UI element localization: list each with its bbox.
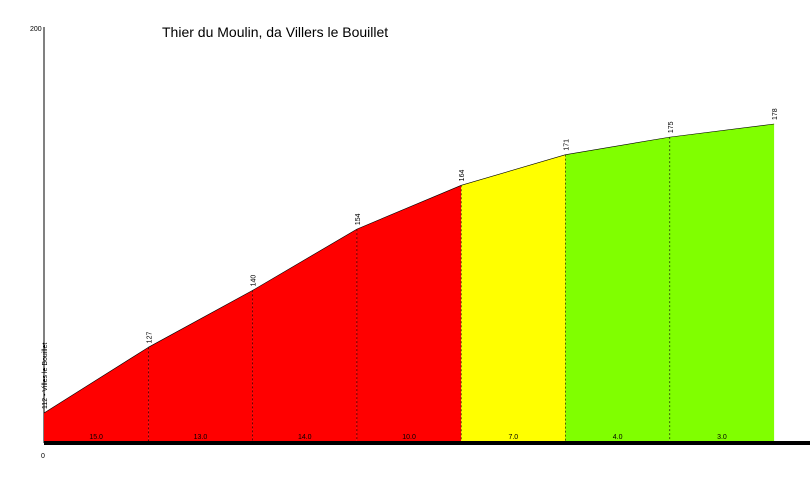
chart-title: Thier du Moulin, da Villers le Bouillet (162, 24, 388, 40)
elevation-label-6: 175 (668, 121, 675, 133)
grade-label-7: 3.0 (717, 434, 727, 441)
elevation-label-5: 171 (564, 139, 571, 151)
profile-line-1 (43, 347, 149, 414)
grade-label-3: 14.0 (298, 434, 312, 441)
elevation-label-7: 178 (772, 108, 779, 120)
grade-label-6: 4.0 (613, 434, 623, 441)
grade-label-1: 15.0 (89, 434, 103, 441)
segment-5 (461, 154, 566, 441)
y-tick-max: 200 (30, 26, 42, 33)
profile-line-6 (565, 136, 670, 155)
segment-2 (148, 290, 253, 441)
segments-group (43, 123, 775, 442)
start-label: 112 - Villes le Bouillet (42, 343, 49, 409)
elevation-label-3: 154 (355, 213, 362, 225)
y-tick-min: 0 (41, 453, 45, 460)
labels-group: 15.0 13.0 14.0 10.0 7.0 4.0 3.0 112 - Villes le… (42, 108, 779, 441)
elevation-label-2: 140 (251, 275, 258, 287)
segment-1 (44, 347, 149, 441)
elevation-label-1: 127 (146, 332, 153, 344)
elevation-label-4: 164 (459, 170, 466, 182)
grade-label-5: 7.0 (508, 434, 518, 441)
segment-4 (356, 185, 462, 441)
segment-6 (565, 137, 670, 442)
profile-line-3 (252, 228, 358, 291)
profile-line-7 (669, 123, 775, 138)
segment-7 (669, 124, 775, 441)
segment-3 (252, 229, 357, 441)
profile-line-5 (461, 154, 566, 186)
profile-line-2 (148, 290, 253, 348)
grade-label-4: 10.0 (402, 434, 416, 441)
profile-line-4 (356, 185, 462, 230)
grade-label-2: 13.0 (194, 434, 208, 441)
